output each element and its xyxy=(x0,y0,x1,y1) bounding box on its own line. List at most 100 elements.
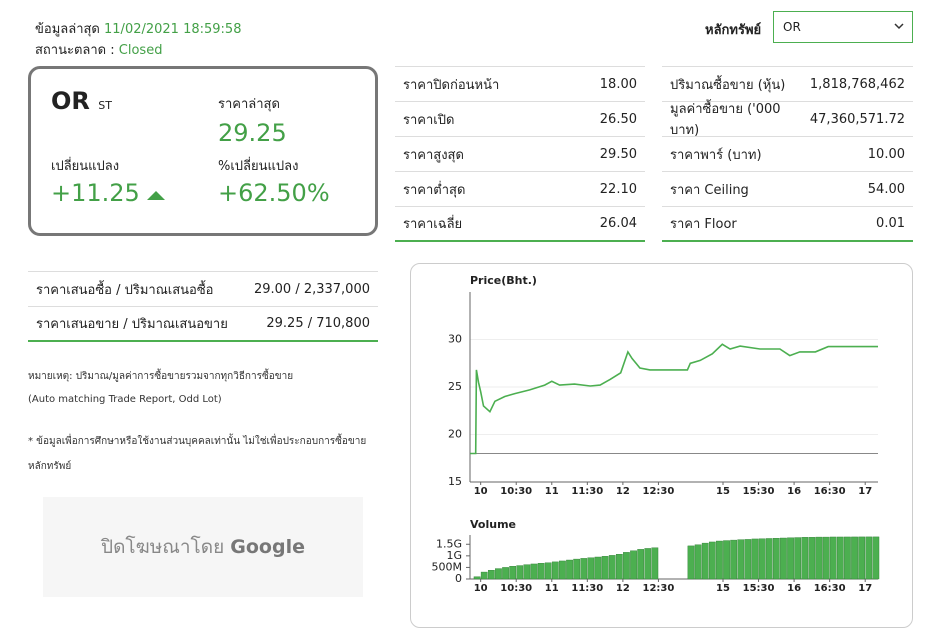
timestamp: 11/02/2021 18:59:58 xyxy=(104,22,242,37)
symbol: OR ST xyxy=(51,87,112,115)
volume-bar xyxy=(694,544,702,580)
x-tick-label: 10 xyxy=(474,486,488,497)
y-tick-label: 0 xyxy=(455,572,462,585)
x-tick-label: 12:30 xyxy=(643,486,675,497)
row-label: ราคาพาร์ (บาท) xyxy=(670,147,762,163)
market-status: สถานะตลาด : Closed xyxy=(35,39,162,60)
note: หมายเหตุ: ปริมาณ/มูลค่าการซื้อขายรวมจากท… xyxy=(28,371,294,382)
volume-bar xyxy=(829,536,837,580)
ad-brand: Google xyxy=(230,536,305,558)
row-value: 29.50 xyxy=(599,146,637,162)
x-tick-label: 16 xyxy=(787,486,801,497)
volume-bar xyxy=(523,564,531,580)
row-label: มูลค่าซื้อขาย ('000 บาท) xyxy=(670,102,781,138)
volume-bar xyxy=(637,549,645,580)
row-value: 10.00 xyxy=(867,146,905,162)
volume-bar xyxy=(815,536,823,580)
volume-bar xyxy=(601,556,609,580)
table-row: ราคาเฉลี่ย 26.04 xyxy=(395,207,645,242)
row-value: 54.00 xyxy=(867,181,905,197)
volume-bar xyxy=(608,555,616,580)
x-tick-label: 11 xyxy=(545,486,559,497)
x-tick-label: 15 xyxy=(716,486,730,497)
update-info: ข้อมูลล่าสุด 11/02/2021 18:59:58 xyxy=(35,18,241,39)
volume-bar xyxy=(687,545,695,580)
status: Closed xyxy=(118,43,163,58)
volume-bar xyxy=(865,536,873,580)
volume-bar xyxy=(701,542,709,580)
data-table: ราคาเสนอซื้อ / ปริมาณเสนอซื้อ 29.00 / 2,3… xyxy=(28,271,378,342)
volume-bar xyxy=(851,536,858,580)
summary-box: OR ST ราคาล่าสุด 29.25 เปลี่ยนแปลง +11.2… xyxy=(28,66,378,236)
security-select[interactable]: OR xyxy=(773,11,913,43)
x-tick-label: 12 xyxy=(616,583,630,594)
volume-bar xyxy=(836,536,844,580)
row-value: 1,818,768,462 xyxy=(809,76,905,92)
ad-box[interactable]: ปิดโฆษณาโดย Google xyxy=(43,497,363,597)
volume-bar xyxy=(573,558,581,580)
x-tick-label: 16:30 xyxy=(814,486,846,497)
change-text: +11.25 xyxy=(51,179,140,207)
row-value: 18.00 xyxy=(599,76,637,92)
volume-bar xyxy=(730,539,738,580)
y-tick-label: 20 xyxy=(448,428,462,441)
last-price: 29.25 xyxy=(218,119,287,147)
table-row: มูลค่าซื้อขาย ('000 บาท) 47,360,571.72 xyxy=(662,102,913,138)
volume-bar xyxy=(751,538,759,580)
symbol-text: OR xyxy=(51,87,90,115)
note: * ข้อมูลเพื่อการศึกษาหรือใช้งานส่วนบุคคล… xyxy=(28,436,367,447)
chart-title: Price(Bht.) xyxy=(470,274,537,287)
table-row: ราคาปิดก่อนหน้า 18.00 xyxy=(395,67,645,102)
row-value: 47,360,571.72 xyxy=(809,111,905,127)
x-tick-label: 17 xyxy=(858,583,872,594)
row-label: ราคาปิดก่อนหน้า xyxy=(403,77,500,93)
volume-bar xyxy=(615,554,623,580)
table-row: ราคา Floor 0.01 xyxy=(662,207,913,242)
chart-panel xyxy=(410,263,913,628)
up-arrow xyxy=(147,191,166,200)
note: หลักทรัพย์ xyxy=(28,461,72,472)
row-value: 29.25 / 710,800 xyxy=(266,316,370,331)
volume-bar xyxy=(559,560,566,580)
volume-bar xyxy=(737,539,745,580)
ad-text: ปิดโฆษณาโดย xyxy=(101,536,225,558)
chart-title: Volume xyxy=(470,518,516,531)
security-label: หลักทรัพย์ xyxy=(705,23,762,38)
volume-bar xyxy=(480,571,488,580)
volume-bar xyxy=(516,565,524,580)
volume-bar xyxy=(594,556,602,580)
x-tick-label: 16:30 xyxy=(814,583,846,594)
row-label: ราคาเสนอขาย / ปริมาณเสนอขาย xyxy=(36,317,228,332)
market: ST xyxy=(98,99,112,112)
x-tick-label: 11:30 xyxy=(571,583,603,594)
volume-bar xyxy=(765,538,773,580)
table-row: ราคาต่ำสุด 22.10 xyxy=(395,172,645,207)
row-value: 26.04 xyxy=(599,216,637,231)
volume-bar xyxy=(780,537,787,580)
x-tick-label: 12:30 xyxy=(643,583,675,594)
volume-bar xyxy=(495,568,502,580)
y-tick-label: 25 xyxy=(448,380,462,393)
pct-change-label: %เปลี่ยนแปลง xyxy=(218,159,299,174)
volume-bar xyxy=(509,566,517,580)
volume-bar xyxy=(502,567,509,580)
volume-bar xyxy=(872,536,880,580)
row-value: 29.00 / 2,337,000 xyxy=(253,281,370,297)
volume-bar xyxy=(758,538,766,580)
volume-bar xyxy=(587,557,595,580)
x-tick-label: 10:30 xyxy=(500,583,532,594)
x-tick-label: 10 xyxy=(474,583,488,594)
x-tick-label: 11:30 xyxy=(571,486,603,497)
row-value: 0.01 xyxy=(876,216,905,231)
label: ข้อมูลล่าสุด xyxy=(35,22,100,37)
label: สถานะตลาด : xyxy=(35,43,115,58)
x-tick-label: 10:30 xyxy=(500,486,532,497)
volume-bar xyxy=(644,548,652,580)
volume-bar xyxy=(801,537,809,580)
row-label: ราคาเปิด xyxy=(403,112,455,128)
volume-bar xyxy=(844,536,851,580)
y-tick-label: 1.5G xyxy=(436,537,462,550)
row-label: ราคา Ceiling xyxy=(670,182,749,198)
change-label: เปลี่ยนแปลง xyxy=(51,159,120,174)
